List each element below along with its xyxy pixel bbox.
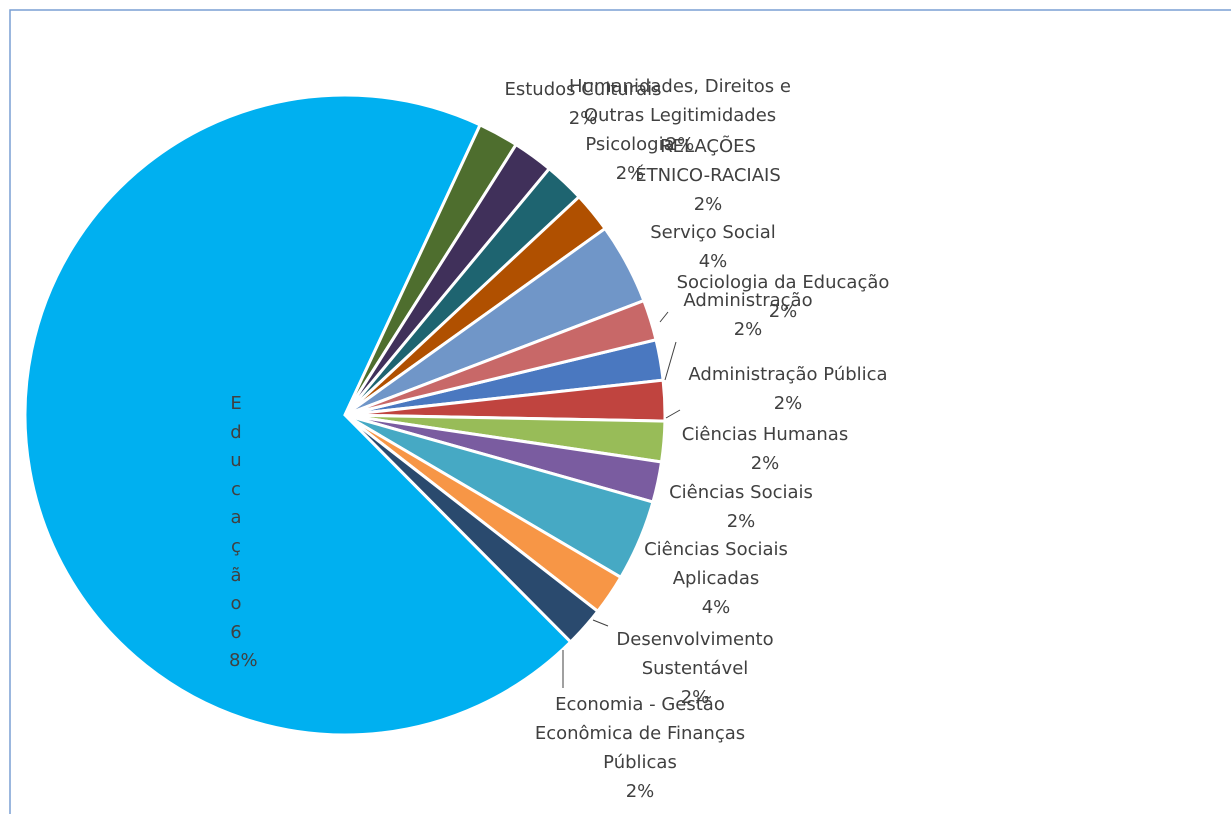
slice-label: Sociologia da Educação 2% [658, 268, 908, 326]
value-label: 2% [773, 393, 803, 414]
category-name: Psicologia [585, 134, 675, 155]
slice-label: Humanidades, Direitos e Outras Legitimid… [555, 72, 805, 159]
frame [9, 9, 1231, 814]
leader-line [665, 409, 681, 419]
value-label: 68% [229, 621, 258, 672]
category-name: Ciências Sociais Aplicadas [644, 539, 788, 589]
category-name: Serviço Social [650, 222, 776, 243]
category-name: Ciências Sociais [669, 482, 813, 503]
value-label: 2% [693, 194, 723, 215]
slice-label: Ciências Sociais Aplicadas 4% [631, 535, 801, 622]
leader-line [664, 341, 677, 381]
slice-label: Economia - Gestão Econômica de Finanças … [515, 690, 765, 806]
value-label: 2% [680, 687, 710, 708]
slice-label: Ciências Sociais 2% [641, 478, 841, 536]
value-label: 2% [568, 108, 598, 129]
leader-lines [562, 311, 681, 688]
category-name: RELAÇÕES ÉTNICO-RACIAIS [635, 136, 781, 186]
slice-label: Psicologia 2% [570, 130, 690, 188]
slice-label: Administração Pública 2% [668, 360, 908, 418]
category-name: Ciências Humanas [681, 424, 849, 445]
value-label: 2% [768, 301, 798, 322]
category-name: Desenvolvimento Sustentável [616, 629, 774, 679]
category-name: Administração Pública [688, 364, 888, 385]
category-name: Economia - Gestão Econômica de Finanças … [534, 694, 746, 773]
pie-slice [23, 93, 573, 737]
category-name: Administração [683, 290, 813, 311]
slice-label: Administração 2% [658, 286, 838, 344]
value-label: 2% [625, 781, 655, 802]
leader-line [592, 619, 609, 627]
category-name: Humanidades, Direitos e Outras Legitimid… [569, 76, 791, 126]
slice-label: Serviço Social 4% [633, 218, 793, 276]
value-label: 2% [750, 453, 780, 474]
category-name: Estudos Culturais [504, 79, 662, 100]
slice-label: Desenvolvimento Sustentável 2% [600, 625, 790, 712]
slice-label: Estudos Culturais 2% [503, 75, 663, 133]
value-label: 4% [698, 251, 728, 272]
category-name: Educação [230, 393, 242, 615]
value-label: 2% [665, 134, 695, 155]
slice-label: RELAÇÕES ÉTNICO-RACIAIS 2% [628, 132, 788, 219]
leader-line [659, 311, 669, 323]
slice-label: Ciências Humanas 2% [665, 420, 865, 478]
value-label: 2% [733, 319, 763, 340]
slice-label: Educação 68% [229, 390, 258, 676]
value-label: 4% [701, 597, 731, 618]
value-label: 2% [615, 163, 645, 184]
category-name: Sociologia da Educação [676, 272, 890, 293]
pie-slice [344, 298, 658, 417]
value-label: 2% [726, 511, 756, 532]
